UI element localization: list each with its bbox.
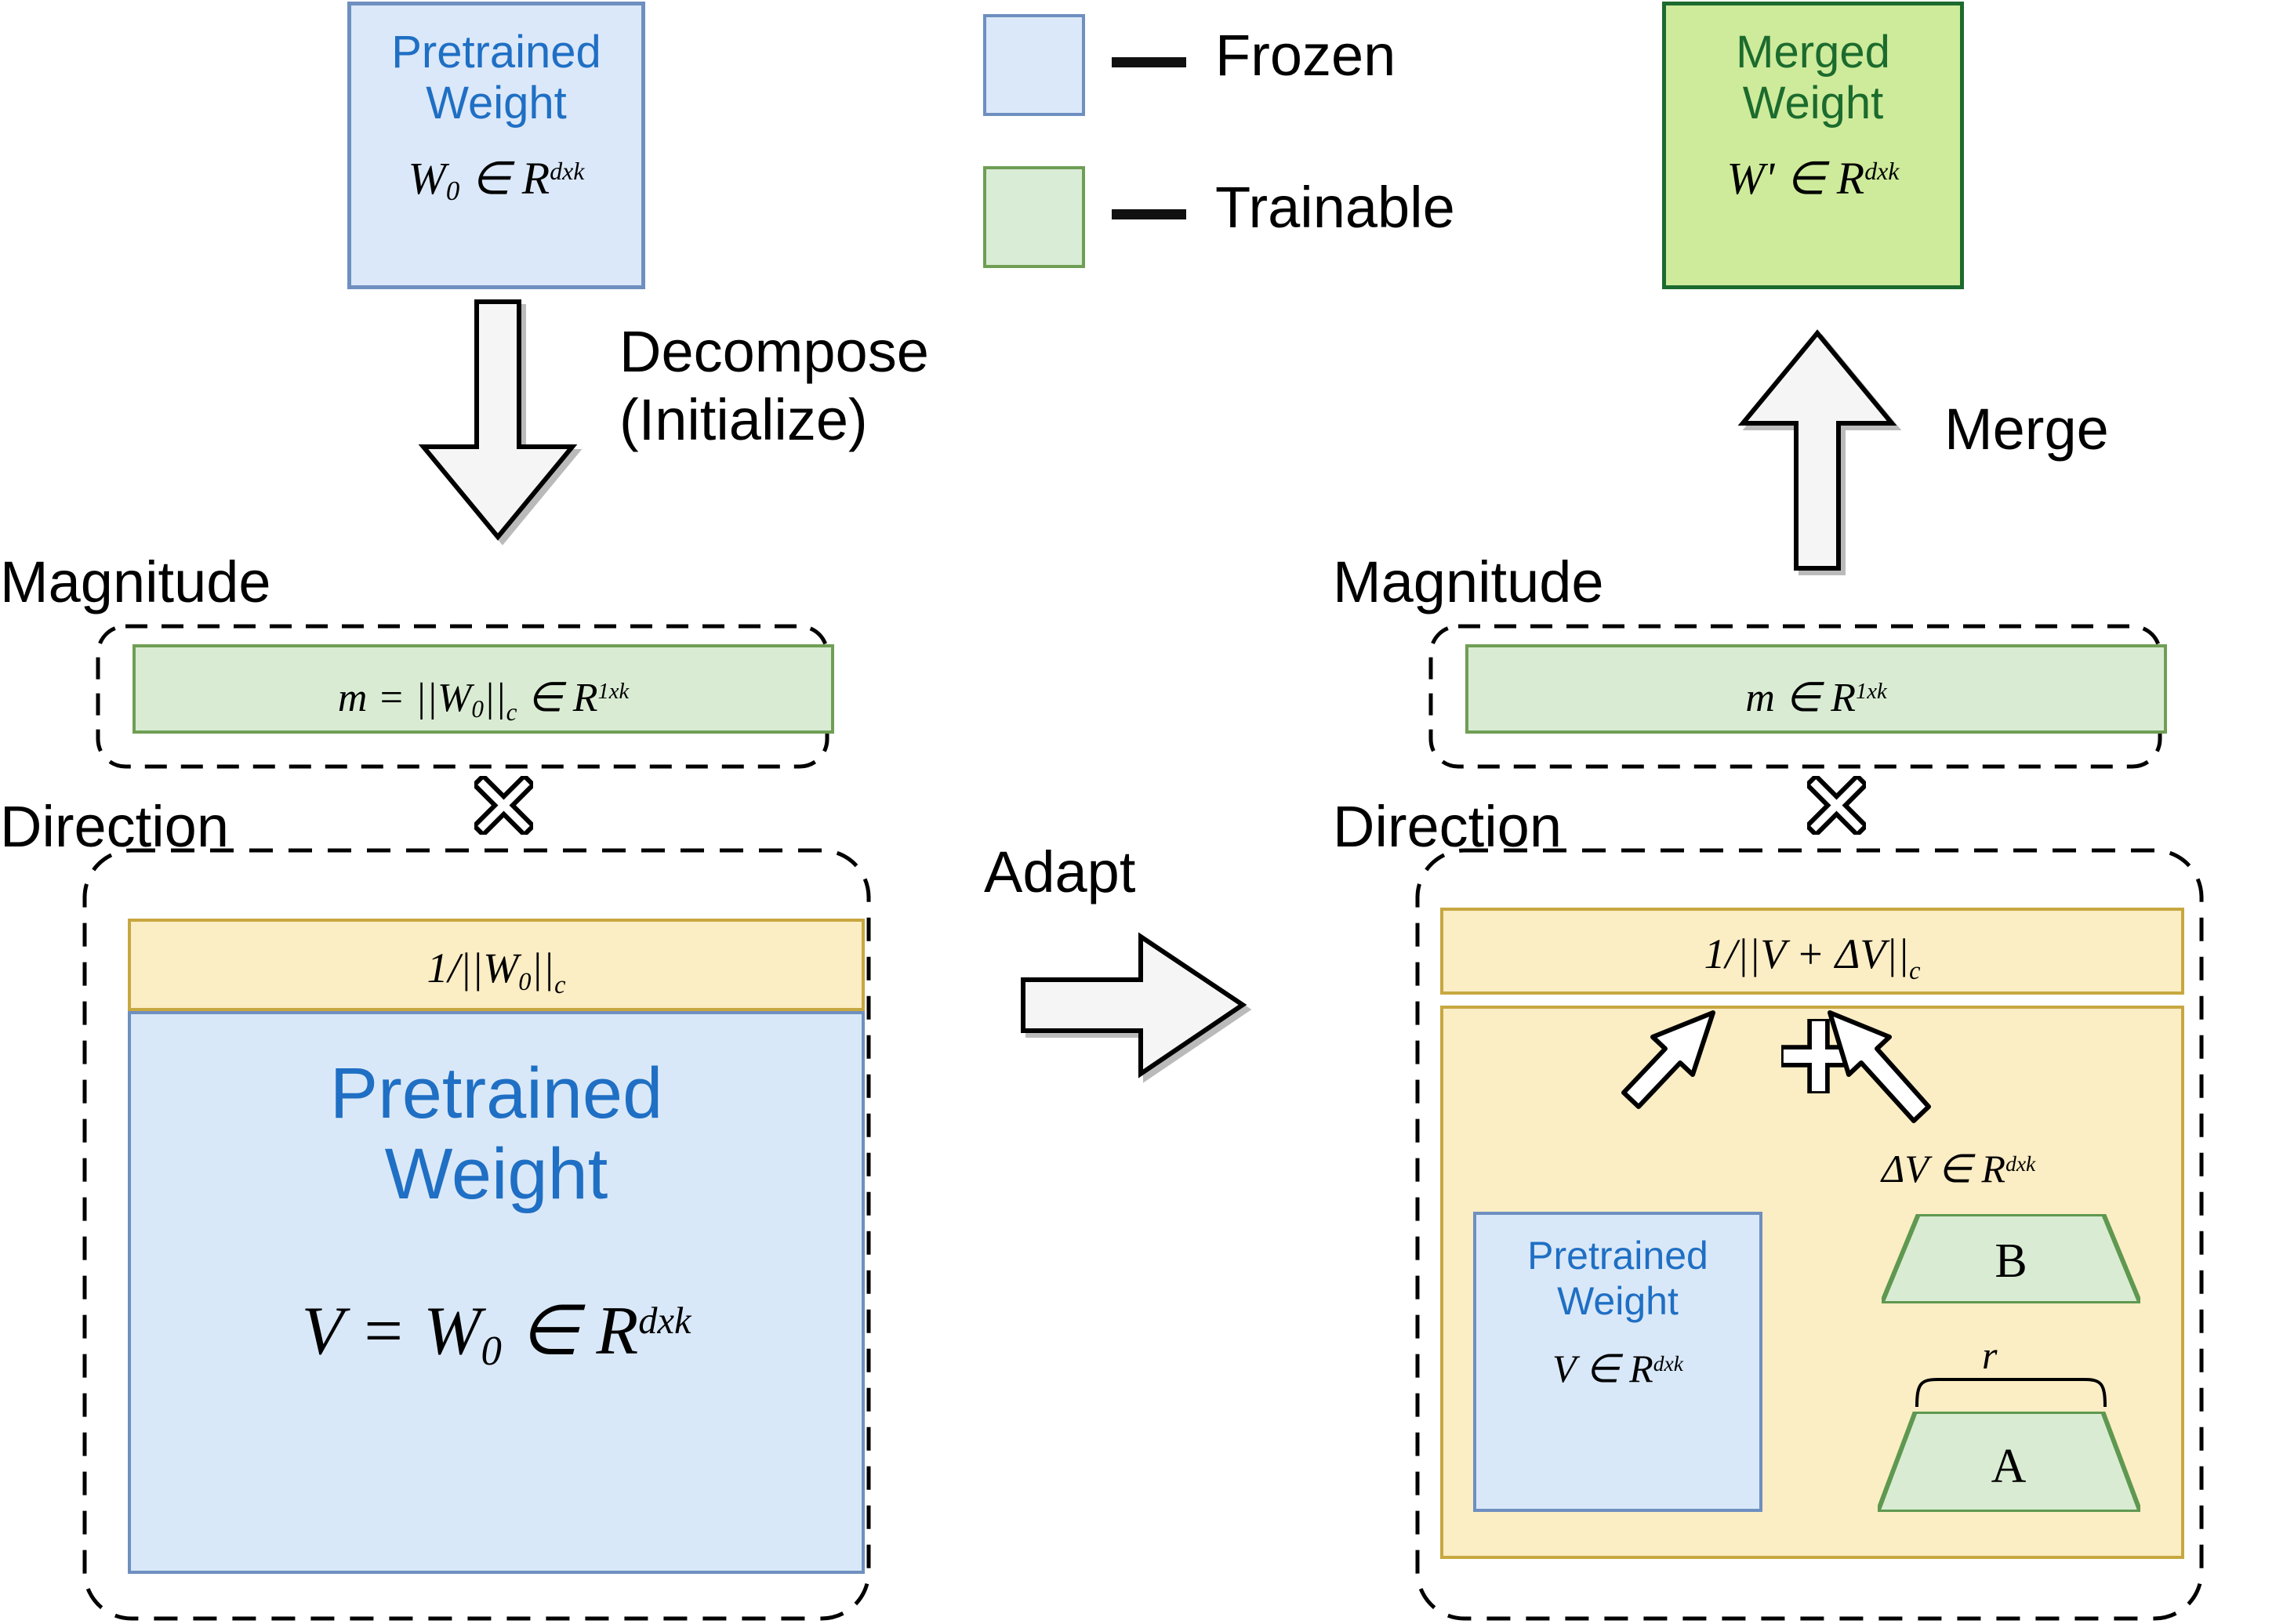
svg-text:B: B (1995, 1234, 2027, 1288)
svg-text:A: A (1991, 1440, 2027, 1493)
